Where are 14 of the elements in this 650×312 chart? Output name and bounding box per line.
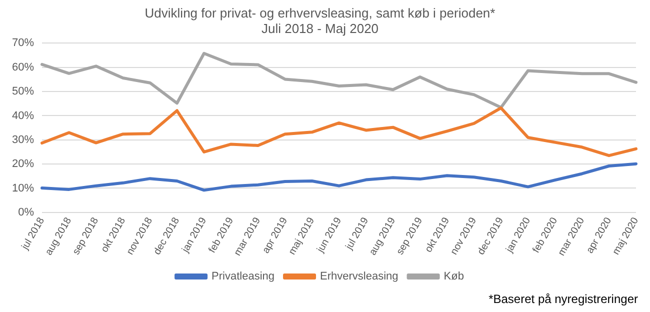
legend-label: Køb xyxy=(444,270,464,283)
y-tick-label: 10% xyxy=(12,182,34,194)
text: *Baseret på nyregistreringer xyxy=(488,292,638,306)
legend-label: Erhvervsleasing xyxy=(320,270,398,283)
y-tick-label: 0% xyxy=(18,206,34,218)
legend-label: Privatleasing xyxy=(212,270,275,283)
y-tick-label: 50% xyxy=(12,86,34,98)
chart-subtitle: Juli 2018 - Maj 2020 xyxy=(261,20,379,36)
chart-title: Udvikling for privat- og erhvervsleasing, samt køb i perioden* xyxy=(144,5,496,20)
y-tick-label: 30% xyxy=(12,134,34,146)
y-tick-label: 60% xyxy=(12,61,34,74)
y-tick-label: 70% xyxy=(12,37,34,50)
y-tick-label: 20% xyxy=(12,158,34,170)
y-tick-label: 40% xyxy=(12,110,34,122)
